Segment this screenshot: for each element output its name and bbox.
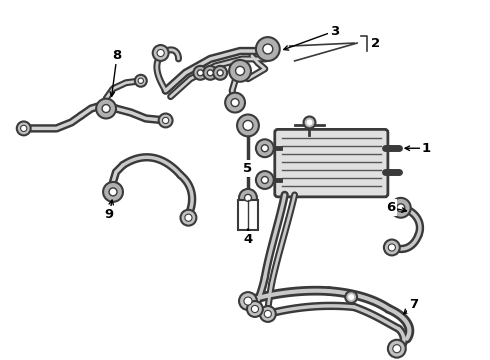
Circle shape (180, 210, 196, 226)
Circle shape (388, 244, 395, 251)
Circle shape (159, 113, 172, 127)
Circle shape (393, 345, 401, 353)
Circle shape (231, 99, 239, 107)
Circle shape (102, 105, 110, 113)
Circle shape (391, 198, 411, 218)
Circle shape (229, 60, 251, 82)
Circle shape (197, 70, 203, 76)
Circle shape (307, 120, 313, 125)
Text: 5: 5 (244, 162, 252, 177)
Circle shape (207, 70, 213, 76)
Text: 4: 4 (244, 229, 253, 246)
Circle shape (256, 139, 274, 157)
Circle shape (236, 66, 245, 75)
FancyBboxPatch shape (238, 200, 258, 230)
Circle shape (103, 182, 123, 202)
Circle shape (256, 37, 280, 61)
FancyBboxPatch shape (275, 129, 388, 197)
Circle shape (263, 44, 273, 54)
Circle shape (239, 189, 257, 207)
Circle shape (264, 310, 271, 318)
Circle shape (256, 171, 274, 189)
Text: 1: 1 (405, 142, 431, 155)
Text: 7: 7 (404, 297, 418, 314)
Circle shape (397, 204, 405, 212)
Circle shape (163, 117, 169, 123)
Circle shape (348, 294, 354, 300)
Circle shape (388, 340, 406, 357)
Circle shape (17, 121, 31, 135)
Circle shape (96, 99, 116, 118)
Circle shape (251, 305, 259, 312)
Circle shape (109, 188, 117, 196)
Circle shape (303, 117, 316, 129)
Circle shape (261, 176, 269, 184)
Circle shape (203, 66, 217, 80)
Circle shape (247, 301, 263, 317)
Circle shape (185, 214, 192, 221)
Text: 9: 9 (104, 200, 114, 221)
Circle shape (225, 93, 245, 113)
Circle shape (244, 297, 252, 305)
Circle shape (153, 45, 169, 61)
Circle shape (157, 49, 164, 57)
Circle shape (243, 121, 253, 130)
Circle shape (237, 114, 259, 136)
Circle shape (217, 70, 223, 76)
Circle shape (345, 291, 357, 303)
Circle shape (135, 75, 147, 87)
Circle shape (245, 194, 251, 201)
Text: 2: 2 (371, 37, 380, 50)
Circle shape (260, 306, 276, 322)
Text: 8: 8 (110, 49, 122, 96)
Text: 6: 6 (386, 201, 407, 214)
Circle shape (138, 78, 144, 84)
Circle shape (384, 239, 400, 255)
Circle shape (261, 145, 269, 152)
Circle shape (213, 66, 227, 80)
Text: 3: 3 (284, 24, 339, 50)
Circle shape (239, 292, 257, 310)
Circle shape (194, 66, 207, 80)
Circle shape (21, 125, 27, 131)
